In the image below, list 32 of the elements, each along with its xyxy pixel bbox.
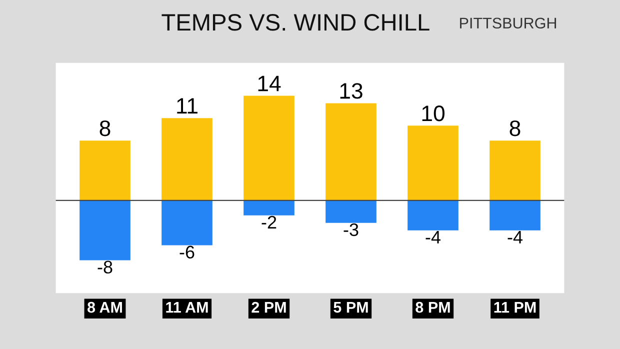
chart-title: TEMPS VS. WIND CHILL — [162, 14, 430, 31]
x-tick-label: 8 AM — [88, 302, 122, 313]
bar — [490, 140, 540, 200]
data-label: 11 — [177, 98, 198, 114]
data-label: 13 — [340, 83, 362, 99]
bar — [408, 126, 458, 200]
bar — [490, 200, 540, 230]
x-tick-label: 11 PM — [494, 302, 536, 313]
data-label: -8 — [98, 260, 112, 274]
data-label: 8 — [100, 120, 110, 136]
chart-subtitle: PITTSBURGH — [460, 18, 556, 29]
x-tick-label: 2 PM — [252, 302, 286, 313]
bar — [244, 96, 294, 200]
data-label: 10 — [422, 106, 444, 122]
x-tick-label: 11 AM — [166, 302, 208, 313]
bar — [162, 118, 212, 200]
data-label: 8 — [510, 120, 520, 136]
bar — [326, 200, 376, 223]
bar — [80, 200, 130, 260]
x-tick-label: 5 PM — [334, 302, 368, 313]
data-label: -4 — [508, 231, 522, 244]
data-label: -6 — [180, 246, 194, 259]
x-tick-label: 8 PM — [416, 302, 450, 313]
data-label: -2 — [262, 216, 276, 228]
data-label: -3 — [344, 223, 358, 236]
bar — [80, 140, 130, 200]
data-label: -4 — [426, 231, 440, 244]
bar — [326, 103, 376, 200]
data-label: 14 — [258, 76, 281, 92]
bar — [162, 200, 212, 246]
bar — [244, 200, 294, 216]
bar — [408, 200, 458, 230]
